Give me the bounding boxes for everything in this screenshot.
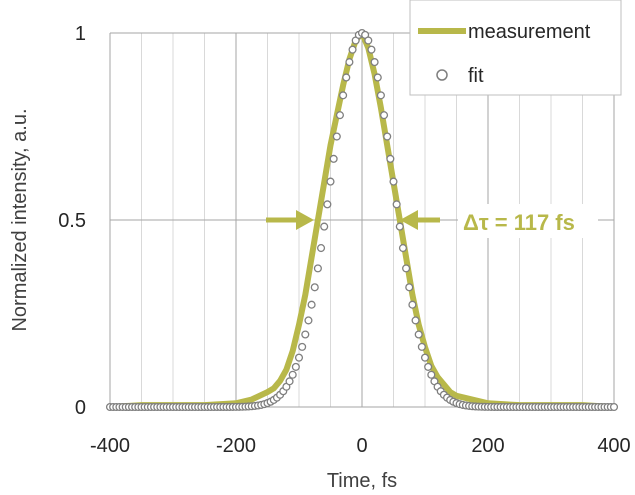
fit-point xyxy=(298,342,307,351)
fit-point xyxy=(307,300,316,309)
fit-point xyxy=(379,111,389,120)
left-arrow-head xyxy=(296,210,314,230)
legend-fit-swatch xyxy=(436,69,448,81)
fit-point xyxy=(335,111,345,120)
fit-point xyxy=(323,200,332,209)
legend-box xyxy=(409,0,622,96)
fit-point xyxy=(417,342,426,351)
fit-point xyxy=(329,154,338,163)
fit-point xyxy=(326,177,335,186)
tick-labels: -400 -200 0 200 400 0 0.5 1 xyxy=(58,23,631,457)
x-tick-label: -400 xyxy=(90,435,130,457)
fit-point xyxy=(316,244,326,253)
fit-point xyxy=(398,244,408,253)
fit-point xyxy=(313,264,322,273)
fit-point xyxy=(288,370,297,379)
fit-point xyxy=(389,177,398,186)
legend-fit-label: fit xyxy=(468,65,484,87)
x-tick-label: 0 xyxy=(356,435,367,457)
fit-point xyxy=(376,91,385,100)
fit-point xyxy=(392,200,401,209)
annotation-bg xyxy=(458,204,598,238)
fit-point xyxy=(332,132,341,141)
fit-point xyxy=(320,222,329,231)
fit-point xyxy=(345,58,354,67)
fit-point xyxy=(420,353,430,362)
fit-point xyxy=(285,377,294,386)
x-tick-label: 400 xyxy=(597,435,630,457)
y-axis-label: Normalized intensity, a.u. xyxy=(9,108,31,331)
y-tick-label: 0.5 xyxy=(58,210,86,232)
legend-measurement-label: measurement xyxy=(468,21,591,43)
fit-point xyxy=(348,45,357,54)
fit-point xyxy=(370,58,379,67)
fit-point xyxy=(402,264,411,273)
y-tick-label: 1 xyxy=(75,23,86,45)
fit-point xyxy=(427,370,436,379)
fit-point xyxy=(304,316,313,325)
fit-point xyxy=(367,45,376,54)
fit-point xyxy=(383,132,392,141)
fit-point xyxy=(395,222,404,231)
fit-point xyxy=(294,353,304,362)
fit-point xyxy=(424,362,433,371)
fit-point xyxy=(339,91,348,100)
fit-point xyxy=(301,330,310,339)
fit-point xyxy=(411,316,420,325)
right-arrow-head xyxy=(400,210,418,230)
fit-point xyxy=(414,330,423,339)
fit-point xyxy=(373,73,382,82)
fit-series xyxy=(105,28,619,412)
legend: measurement fit xyxy=(409,0,622,96)
fit-point xyxy=(310,283,319,292)
fit-point xyxy=(408,300,417,309)
fit-point xyxy=(342,73,351,82)
x-tick-label: -200 xyxy=(216,435,256,457)
fit-point xyxy=(291,362,300,371)
fit-point xyxy=(364,36,373,45)
fit-point xyxy=(386,154,395,163)
fwhm-label: Δτ = 117 fs xyxy=(463,210,575,235)
x-axis-label: Time, fs xyxy=(327,470,397,492)
fit-point xyxy=(609,402,619,412)
x-tick-label: 200 xyxy=(471,435,504,457)
y-tick-label: 0 xyxy=(75,397,86,419)
fit-point xyxy=(405,283,414,292)
fwhm-annotation: Δτ = 117 fs xyxy=(266,204,598,238)
